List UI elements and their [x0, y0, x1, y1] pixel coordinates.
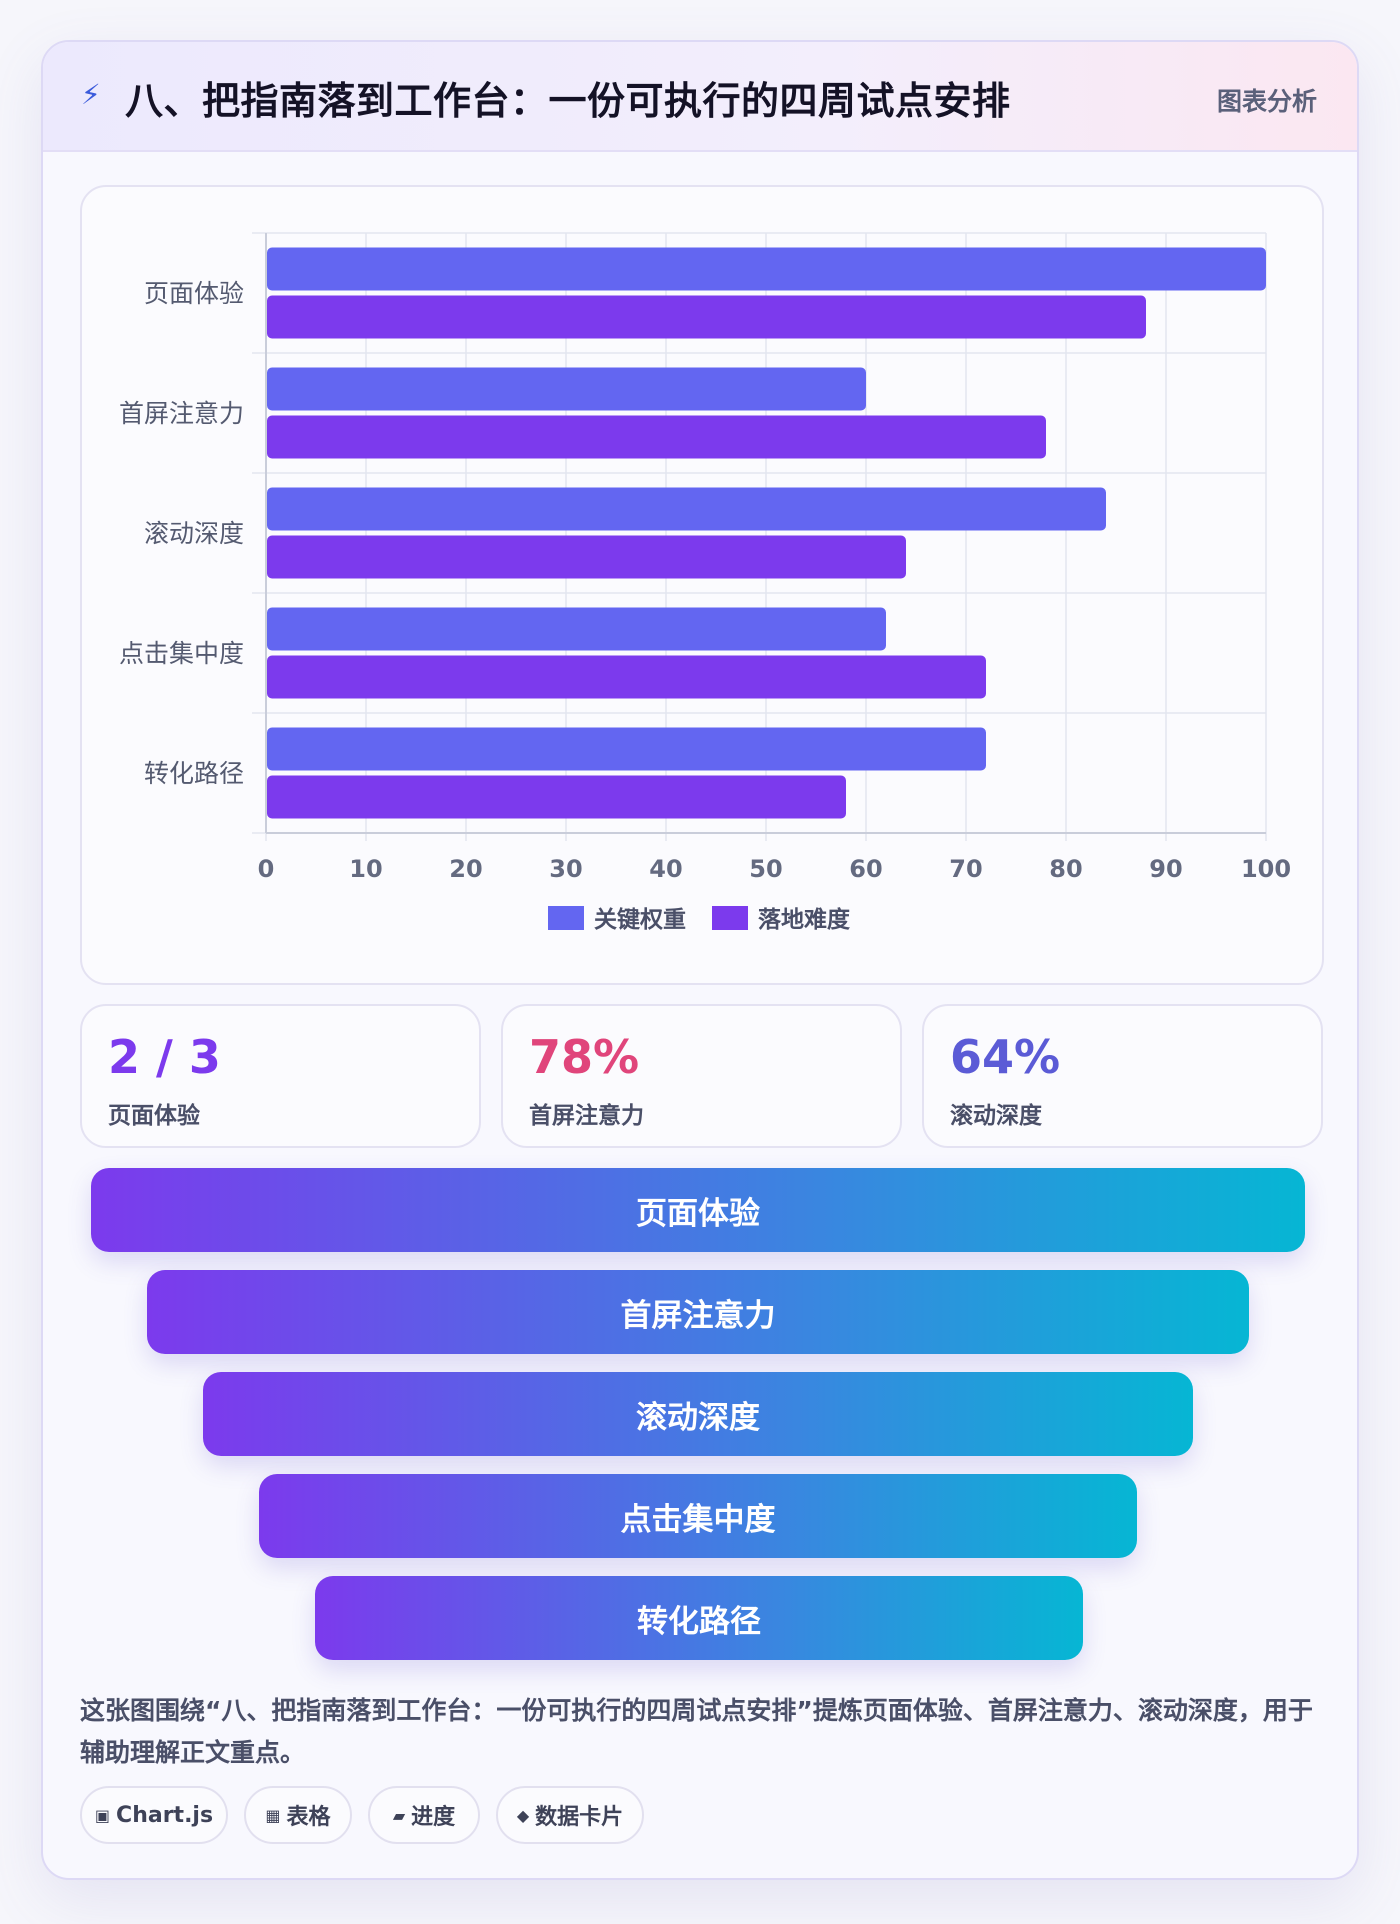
x-tick-label: 20	[449, 855, 482, 883]
lightning-icon: ⚡	[81, 78, 101, 111]
bar-0-2	[267, 487, 1106, 531]
x-tick-label: 30	[549, 855, 582, 883]
funnel-stage-1: 首屏注意力	[147, 1270, 1249, 1354]
chip-label: Chart.js	[116, 1802, 214, 1828]
stat-cards: 2 / 3 页面体验 78% 首屏注意力 64% 滚动深度	[80, 1004, 1324, 1148]
card-header: ⚡ 八、把指南落到工作台：一份可执行的四周试点安排 图表分析	[43, 42, 1357, 152]
funnel-stage-4: 转化路径	[315, 1576, 1083, 1660]
stat-label: 滚动深度	[950, 1103, 1042, 1129]
legend-label: 关键权重	[594, 906, 686, 933]
stat-card-0: 2 / 3 页面体验	[80, 1004, 481, 1148]
bar-0-1	[267, 367, 866, 411]
tech-chips: ▣ Chart.js ▦ 表格 ▰ 进度 ◆ 数据卡片	[80, 1786, 980, 1844]
x-tick-label: 0	[258, 855, 275, 883]
stat-card-2: 64% 滚动深度	[922, 1004, 1323, 1148]
legend-swatch	[712, 906, 748, 930]
legend-label: 落地难度	[758, 906, 851, 933]
bar-1-3	[267, 655, 986, 699]
funnel-stage-2: 滚动深度	[203, 1372, 1193, 1456]
x-tick-label: 10	[349, 855, 382, 883]
chip-chartjs[interactable]: ▣ Chart.js	[80, 1786, 228, 1844]
bar-1-1	[267, 415, 1046, 459]
page-title: 八、把指南落到工作台：一份可执行的四周试点安排	[125, 79, 1011, 123]
stat-label: 页面体验	[108, 1103, 200, 1129]
legend-swatch	[548, 906, 584, 930]
category-label: 首屏注意力	[119, 399, 244, 428]
chip-data-card[interactable]: ◆ 数据卡片	[496, 1786, 644, 1844]
category-label: 页面体验	[144, 279, 244, 308]
x-tick-label: 40	[649, 855, 682, 883]
diamond-icon: ◆	[516, 1805, 530, 1825]
stat-value: 2 / 3	[108, 1030, 221, 1084]
x-tick-label: 100	[1241, 855, 1291, 883]
category-label: 点击集中度	[119, 639, 244, 668]
chart-analysis-tag: 图表分析	[1216, 87, 1317, 116]
chip-table[interactable]: ▦ 表格	[244, 1786, 352, 1844]
bar-0-0	[267, 247, 1266, 291]
stat-card-1: 78% 首屏注意力	[501, 1004, 902, 1148]
chip-progress[interactable]: ▰ 进度	[368, 1786, 480, 1844]
x-tick-label: 60	[849, 855, 882, 883]
funnel-stage-3: 点击集中度	[259, 1474, 1137, 1558]
stat-value: 78%	[529, 1030, 640, 1084]
chip-label: 表格	[286, 1805, 331, 1830]
bar-1-2	[267, 535, 906, 579]
funnel-stage-0: 页面体验	[91, 1168, 1305, 1252]
bar-0-3	[267, 607, 886, 651]
chip-label: 数据卡片	[535, 1805, 624, 1830]
chart-description: 这张图围绕“八、把指南落到工作台：一份可执行的四周试点安排”提炼页面体验、首屏注…	[80, 1696, 1313, 1767]
table-icon: ▦	[265, 1805, 281, 1825]
category-label: 滚动深度	[144, 519, 244, 548]
bar-1-4	[267, 775, 846, 819]
stat-value: 64%	[950, 1030, 1061, 1084]
x-tick-label: 50	[749, 855, 782, 883]
x-tick-label: 80	[1049, 855, 1082, 883]
chip-label: 进度	[411, 1805, 456, 1830]
progress-icon: ▰	[392, 1805, 406, 1825]
bar-1-0	[267, 295, 1146, 339]
chart-square-icon: ▣	[94, 1805, 111, 1825]
bar-0-4	[267, 727, 986, 771]
category-label: 转化路径	[144, 759, 244, 788]
x-tick-label: 90	[1149, 855, 1182, 883]
x-tick-label: 70	[949, 855, 982, 883]
chart-card: ⚡ 八、把指南落到工作台：一份可执行的四周试点安排 图表分析 页面体验 首屏注意力…	[41, 40, 1359, 1880]
stat-label: 首屏注意力	[529, 1103, 644, 1129]
chart-panel: 页面体验首屏注意力滚动深度点击集中度转化路径 0 10 20 30 40 50 60 70 80 9…	[80, 185, 1324, 985]
